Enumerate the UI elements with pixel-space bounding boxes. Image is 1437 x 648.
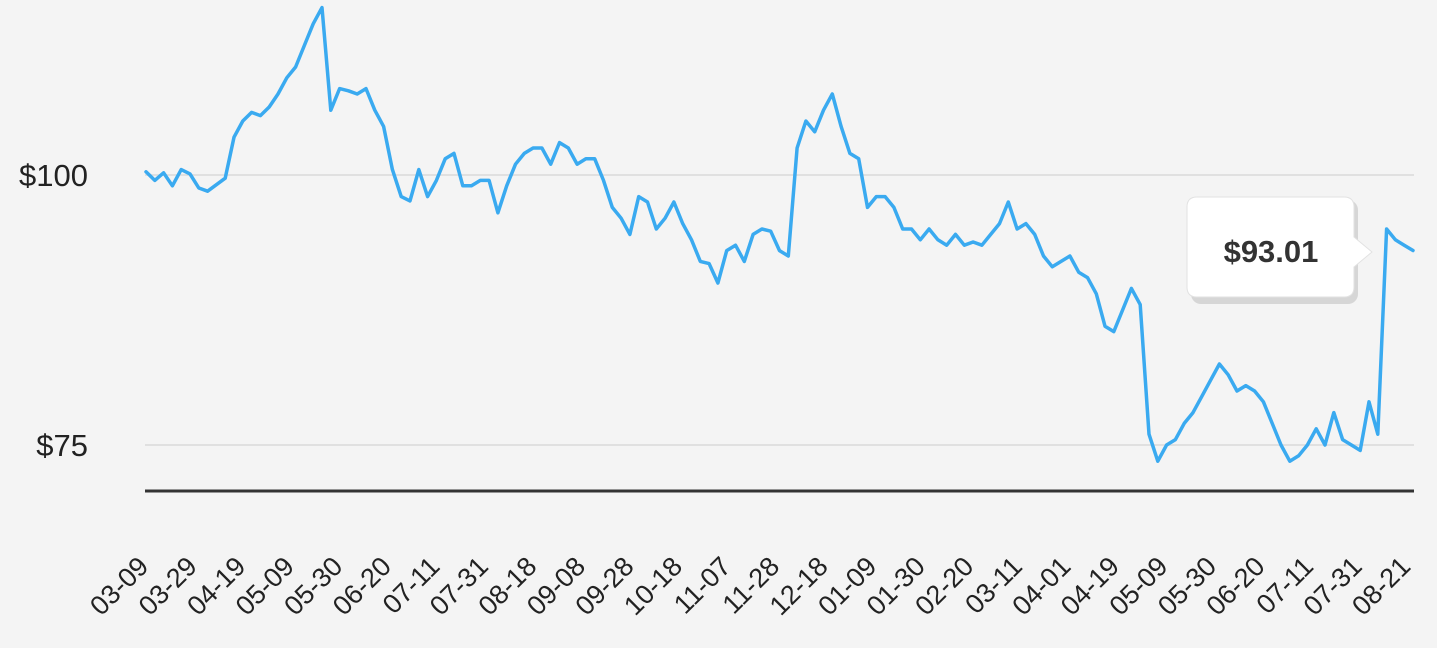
tooltip-box [1186, 196, 1373, 298]
y-tick-label: $100 [19, 158, 88, 193]
price-line [144, 5, 1415, 463]
price-tooltip: $93.01 [1186, 196, 1373, 304]
y-tick-label: $75 [36, 428, 88, 463]
tooltip-value: $93.01 [1224, 234, 1319, 269]
y-axis-ticks: $100 $75 [19, 158, 88, 463]
gridlines [145, 174, 1414, 446]
